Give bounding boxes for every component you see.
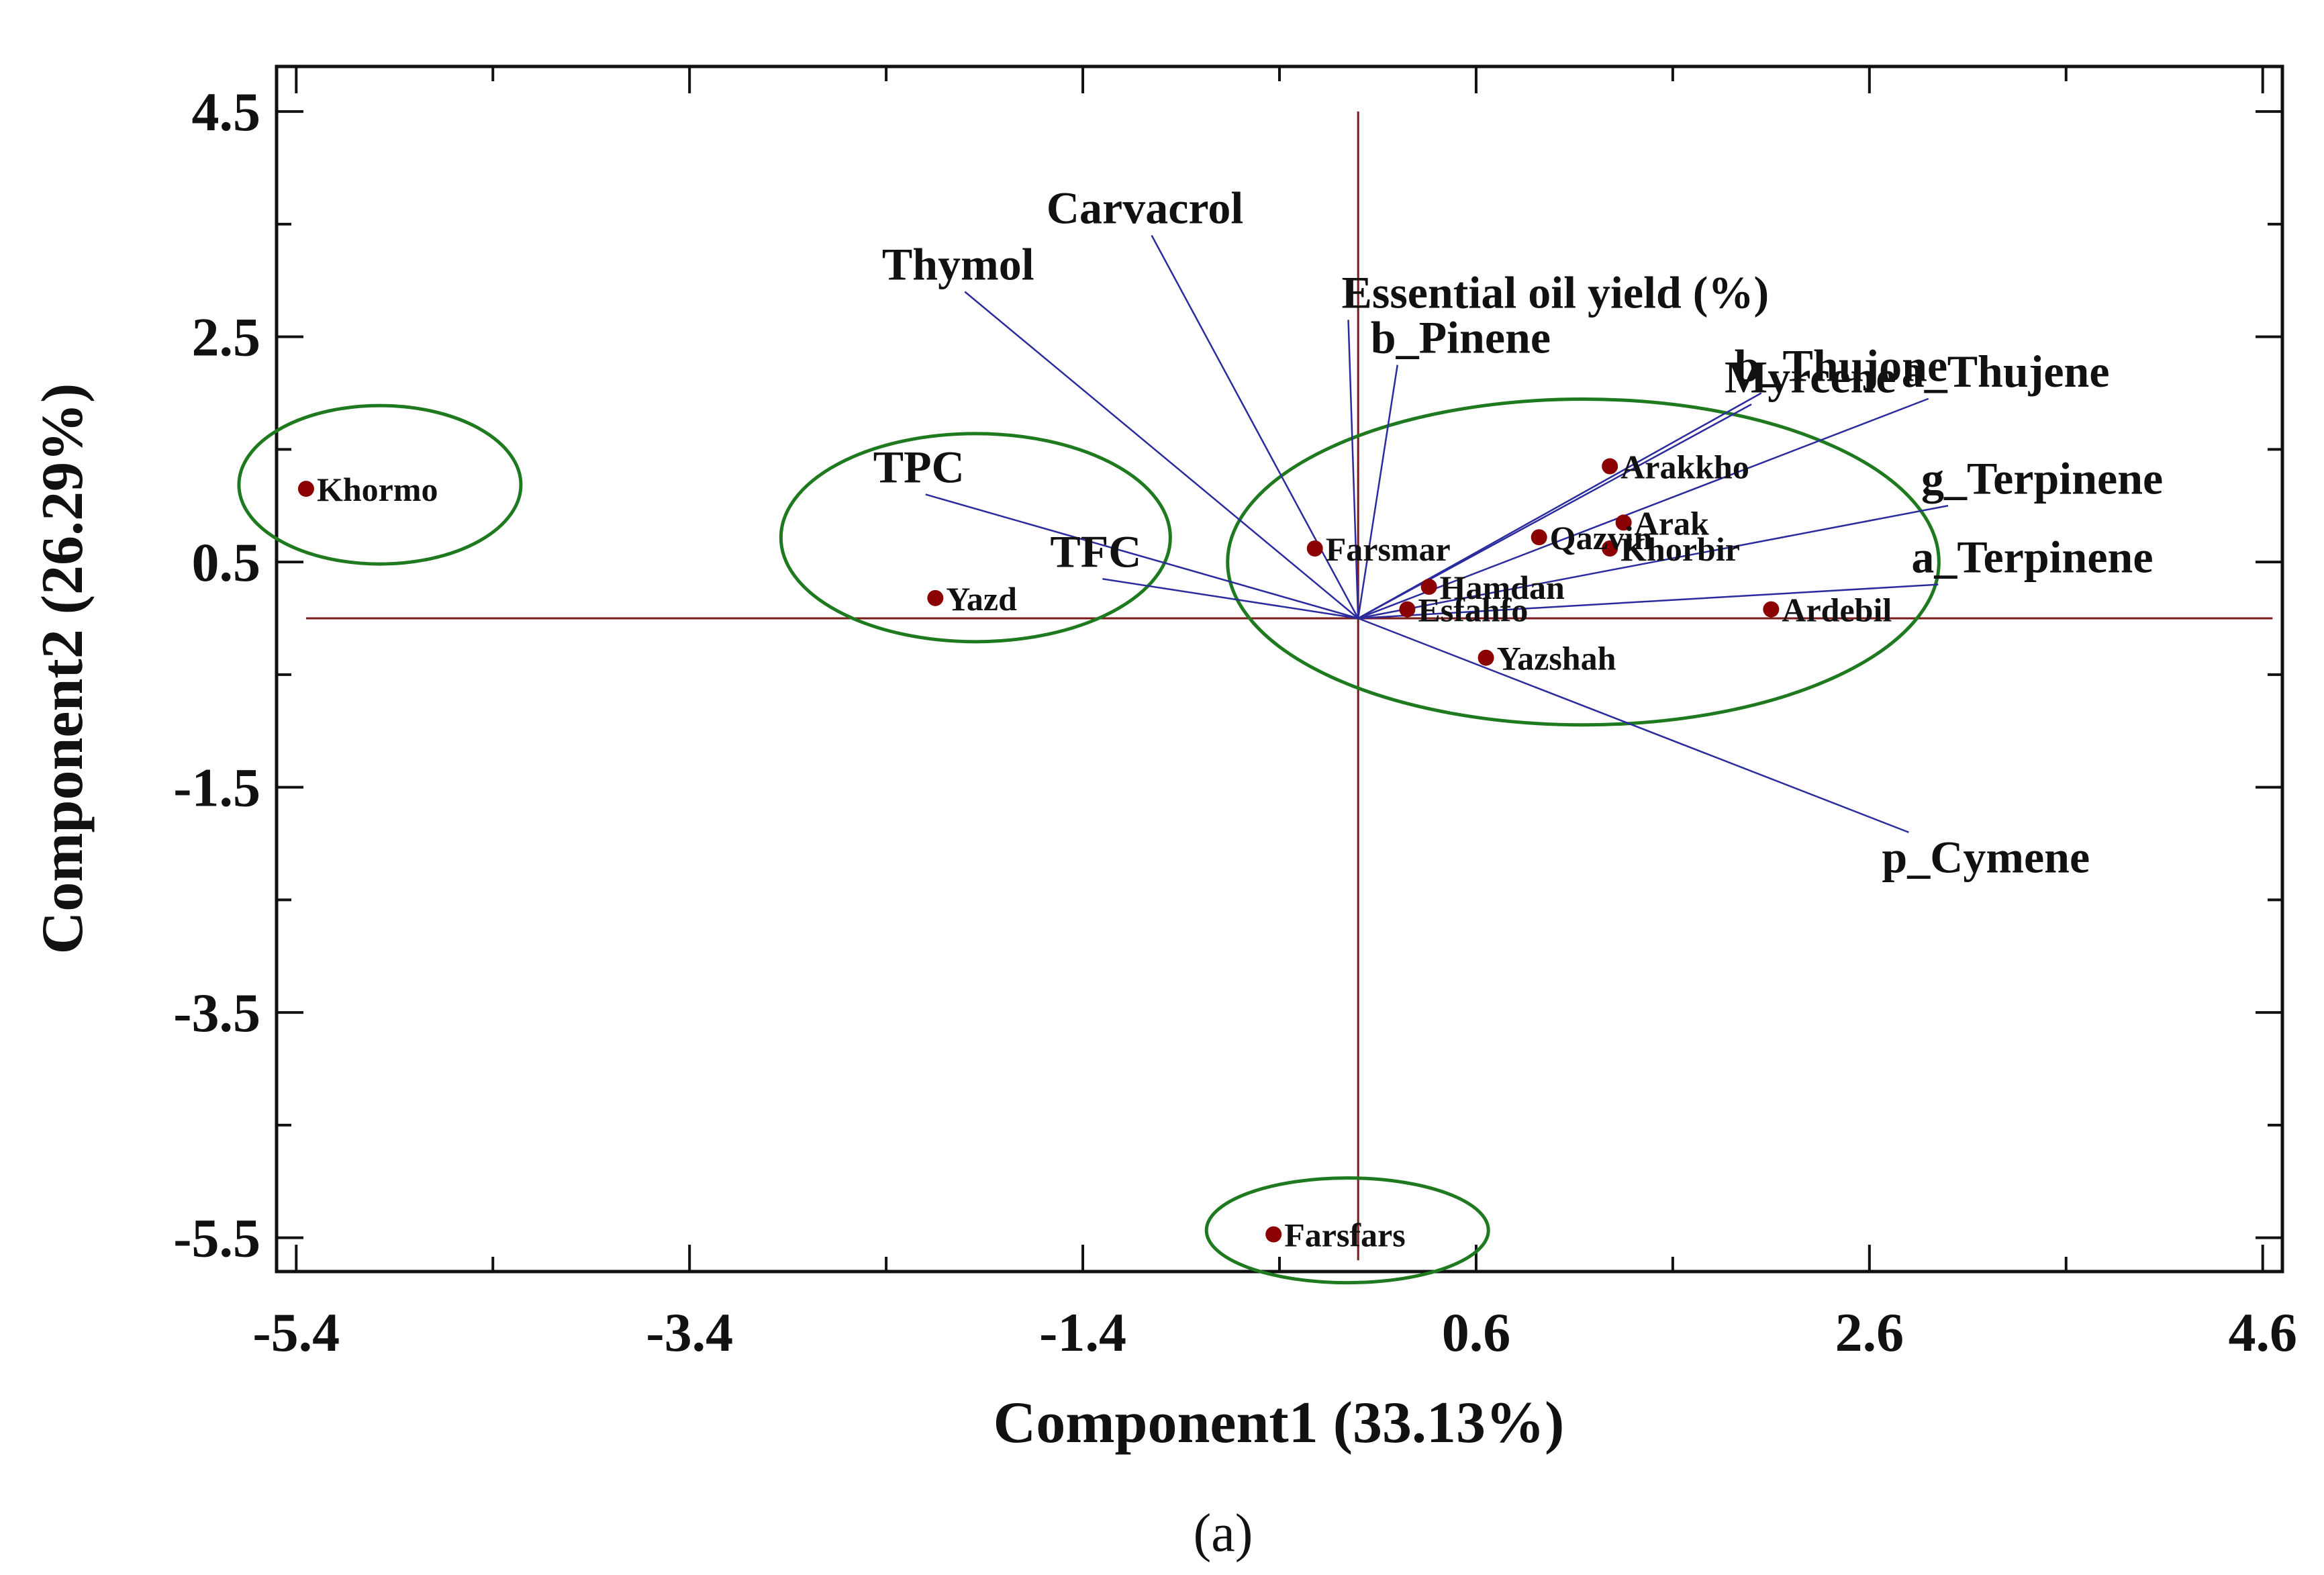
cluster-ellipse — [779, 432, 1172, 644]
variable-label: b_Thujone — [1735, 340, 1947, 391]
observation-label: Farsfars — [1284, 1216, 1406, 1254]
observation-point — [1602, 540, 1618, 557]
observation-label: Khorbir — [1620, 530, 1740, 568]
observation-point — [1763, 601, 1780, 618]
observation-point — [1399, 601, 1416, 618]
loading-vector — [1347, 320, 1359, 619]
observation-point — [1265, 1226, 1282, 1243]
variable-label: TPC — [873, 441, 965, 492]
plot-frame — [275, 64, 2284, 1274]
loading-vector — [1357, 397, 1929, 620]
observation-label: Arak — [1635, 504, 1709, 542]
x-tick-label: 2.6 — [1835, 1302, 1904, 1363]
variable-label: Carvacrol — [1047, 183, 1243, 234]
variable-label: Myrcene — [1725, 351, 1896, 402]
cluster-ellipses — [237, 397, 1941, 1285]
loading-vector — [1357, 505, 1949, 620]
observation-label: Yazd — [946, 580, 1017, 618]
y-tick-label: 2.5 — [192, 307, 261, 368]
observation-point — [1478, 649, 1494, 666]
observation-point — [927, 589, 944, 606]
variable-label: a_Terpinene — [1911, 532, 2153, 583]
variable-label: Essential oil yield (%) — [1342, 267, 1770, 318]
observation-point — [1615, 514, 1632, 531]
cluster-ellipse — [1226, 397, 1941, 727]
observation-point — [1420, 579, 1437, 595]
cluster-ellipse — [1204, 1176, 1490, 1285]
x-tick-label: 4.6 — [2228, 1302, 2297, 1363]
observation-label: Esfahfo — [1418, 591, 1528, 629]
variable-label: p_Cymene — [1882, 832, 2090, 883]
observation-label: Qazvin — [1550, 519, 1653, 557]
y-tick-label: -5.5 — [173, 1208, 260, 1269]
observation-labels: Khormo Yazd Farsmar Qazvin Arakkho ArakKhorbi… — [317, 448, 1892, 1254]
tick-labels: -5.4 -3.4 -1.4 0.6 2.6 4.6 4.5 2.5 0.5 -1.5 -3.5 -5… — [173, 81, 2297, 1363]
loading-vector — [964, 291, 1359, 619]
loading-vector — [1357, 617, 1909, 833]
cluster-ellipse — [237, 403, 523, 566]
x-tick-label: -5.4 — [252, 1302, 340, 1363]
y-tick-label: 0.5 — [192, 532, 261, 593]
loading-vectors — [925, 235, 1949, 833]
x-tick-label: 0.6 — [1442, 1302, 1511, 1363]
y-tick-label: -1.5 — [173, 757, 260, 818]
loading-vector — [925, 493, 1359, 620]
variable-label: Thymol — [882, 239, 1034, 290]
loading-vector — [1357, 365, 1398, 619]
variable-label: b_Pinene — [1371, 312, 1551, 363]
variable-label: a_Thujene — [1902, 346, 2110, 397]
loading-vector — [1151, 235, 1359, 619]
observation-label: Ardebil — [1782, 591, 1892, 629]
x-tick-label: -3.4 — [646, 1302, 733, 1363]
observation-label: Arakkho — [1620, 448, 1749, 486]
observation-point — [1306, 540, 1323, 557]
observation-label: Yazshah — [1497, 640, 1616, 677]
observation-point — [297, 481, 314, 497]
axis-ticks — [277, 66, 2282, 1272]
observation-points — [297, 458, 1780, 1243]
observation-point — [1602, 458, 1618, 475]
x-tick-label: -1.4 — [1039, 1302, 1126, 1363]
observation-point — [1531, 529, 1547, 546]
figure-caption: (a) — [1194, 1504, 1253, 1563]
loading-vector — [1102, 578, 1359, 620]
loading-vector — [1358, 583, 1939, 620]
reference-lines — [305, 111, 2273, 1261]
y-tick-label: -3.5 — [173, 982, 260, 1043]
observation-label: Farsmar — [1326, 530, 1451, 568]
y-axis-title: Component2 (26.29%) — [30, 383, 95, 955]
variable-label: g_Terpinene — [1921, 452, 2163, 504]
variable-label: TFC — [1050, 526, 1141, 577]
observation-label: Khormo — [317, 471, 438, 508]
observation-label: Hamdan — [1440, 569, 1565, 606]
y-tick-label: 4.5 — [192, 81, 261, 142]
x-axis-title: Component1 (33.13%) — [994, 1390, 1565, 1455]
